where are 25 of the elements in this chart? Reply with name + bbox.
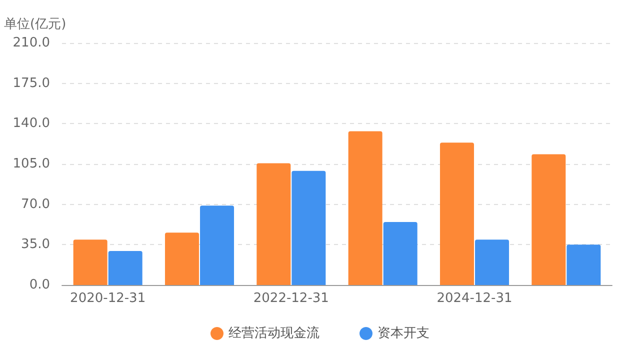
y-axis-title: 单位(亿元) (4, 17, 66, 32)
bar (566, 244, 601, 285)
bar (73, 240, 108, 285)
bar (256, 163, 291, 285)
bar (348, 131, 382, 285)
y-tick-label: 0.0 (29, 278, 50, 292)
legend-label: 经营活动现金流 (228, 325, 320, 341)
bar (440, 142, 474, 285)
y-tick-label: 105.0 (12, 156, 50, 172)
y-tick-label: 175.0 (12, 76, 50, 91)
bar (108, 251, 142, 285)
y-tick-label: 70.0 (21, 196, 50, 212)
y-tick-label: 140.0 (12, 116, 50, 132)
bar (383, 222, 418, 285)
bar (532, 154, 566, 285)
y-tick-label: 210.0 (12, 36, 50, 50)
y-tick-label: 35.0 (21, 237, 50, 252)
x-tick-label: 2024-12-31 (436, 291, 512, 306)
bar (292, 170, 326, 285)
x-tick-label: 2022-12-31 (253, 291, 329, 306)
bar (164, 232, 199, 285)
legend-label: 资本开支 (378, 326, 430, 341)
bar (475, 240, 510, 285)
x-tick-label: 2020-12-31 (70, 291, 146, 306)
bar (200, 206, 234, 285)
